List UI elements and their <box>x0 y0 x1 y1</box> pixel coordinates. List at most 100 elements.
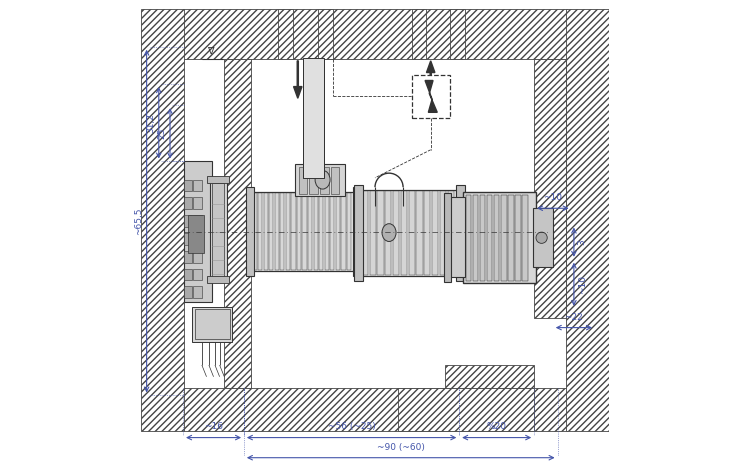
Bar <box>302 193 307 270</box>
Bar <box>393 191 399 275</box>
Bar <box>370 191 376 275</box>
Bar <box>291 193 296 270</box>
Bar <box>409 191 415 275</box>
Bar <box>188 215 204 253</box>
Bar <box>183 388 567 431</box>
Text: ~10: ~10 <box>543 193 562 202</box>
Bar <box>398 388 534 431</box>
Bar <box>440 191 446 275</box>
Bar <box>336 193 340 270</box>
Bar <box>184 269 193 280</box>
Bar <box>251 192 354 271</box>
Text: ~10: ~10 <box>578 275 586 294</box>
Bar <box>463 192 536 283</box>
Bar <box>449 197 465 277</box>
Bar <box>457 185 465 281</box>
Bar <box>448 191 454 275</box>
Bar <box>246 187 254 276</box>
Bar <box>263 193 268 270</box>
Ellipse shape <box>382 224 396 241</box>
Bar <box>509 195 514 281</box>
Bar <box>183 9 567 58</box>
Text: ~90 (~60): ~90 (~60) <box>376 443 424 452</box>
Bar <box>466 195 472 281</box>
Bar <box>331 167 340 194</box>
Bar <box>330 193 334 270</box>
Bar <box>184 215 193 227</box>
Bar <box>184 180 193 191</box>
Bar <box>347 193 351 270</box>
Bar <box>278 9 292 58</box>
Ellipse shape <box>315 170 330 189</box>
Bar <box>320 167 328 194</box>
Bar <box>386 191 392 275</box>
Text: ∇: ∇ <box>207 46 214 56</box>
Bar <box>424 191 430 275</box>
Bar <box>194 180 202 191</box>
Bar <box>355 185 363 281</box>
Bar <box>253 193 257 270</box>
Bar <box>360 190 458 276</box>
Text: 3: 3 <box>578 239 586 245</box>
Bar <box>206 176 229 183</box>
Bar <box>412 75 450 118</box>
Bar <box>258 193 262 270</box>
Bar <box>269 193 273 270</box>
Bar <box>494 195 500 281</box>
Bar <box>184 251 193 263</box>
Text: ~22: ~22 <box>565 313 584 322</box>
Bar <box>314 193 318 270</box>
FancyArrow shape <box>427 61 435 98</box>
Bar <box>446 365 534 388</box>
Bar <box>320 193 323 270</box>
Bar <box>325 193 329 270</box>
Bar <box>523 195 527 281</box>
Text: 31,2: 31,2 <box>146 113 155 133</box>
Bar <box>184 233 193 245</box>
Bar <box>432 191 438 275</box>
Text: 25: 25 <box>158 128 166 139</box>
Bar <box>534 58 566 318</box>
Bar <box>184 286 193 298</box>
Bar <box>480 195 485 281</box>
Bar <box>210 178 226 281</box>
Bar <box>298 167 307 194</box>
Bar <box>206 276 229 283</box>
Bar <box>194 233 202 245</box>
Bar <box>362 191 368 275</box>
Bar <box>286 193 290 270</box>
Bar <box>450 9 465 58</box>
Bar <box>184 197 193 209</box>
Bar <box>515 195 520 281</box>
Bar <box>194 251 202 263</box>
Bar <box>416 191 422 275</box>
Bar <box>412 9 427 58</box>
Bar <box>193 307 232 342</box>
Circle shape <box>536 232 548 243</box>
Bar <box>308 193 312 270</box>
Bar <box>352 187 361 276</box>
Bar <box>194 286 202 298</box>
Bar <box>377 191 383 275</box>
Bar <box>318 9 333 58</box>
Bar <box>194 269 202 280</box>
Text: ~65,5: ~65,5 <box>134 207 142 235</box>
Bar <box>297 193 301 270</box>
Bar <box>194 197 202 209</box>
Bar <box>224 58 251 388</box>
Bar <box>310 167 318 194</box>
Text: ~16: ~16 <box>204 423 223 431</box>
Bar <box>473 195 478 281</box>
Bar <box>303 58 324 178</box>
Bar <box>444 193 452 282</box>
Bar <box>194 215 202 227</box>
Bar <box>533 208 553 267</box>
Bar <box>280 193 284 270</box>
Bar <box>212 183 224 277</box>
FancyArrow shape <box>293 61 302 98</box>
Text: ~56 (~25): ~56 (~25) <box>328 423 376 431</box>
Bar <box>501 195 506 281</box>
Bar <box>184 161 212 302</box>
Bar <box>195 309 230 339</box>
Text: %20: %20 <box>487 423 507 431</box>
